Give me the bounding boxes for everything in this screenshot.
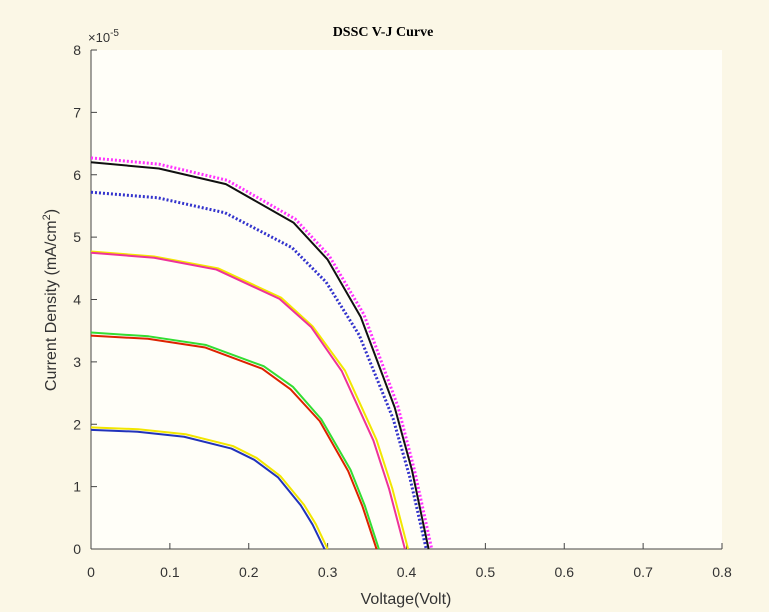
y-tick-label: 5	[73, 229, 81, 245]
x-tick-label: 0.2	[239, 564, 259, 580]
x-tick-label: 0.1	[160, 564, 180, 580]
y-tick-label: 4	[73, 292, 81, 308]
y-tick-label: 7	[73, 104, 81, 120]
y-label-text: Current Density (mA/cm	[43, 220, 60, 391]
x-tick-label: 0.3	[318, 564, 338, 580]
x-tick-label: 0.7	[633, 564, 653, 580]
series-line	[90, 334, 378, 550]
y-tick-label: 8	[73, 42, 81, 58]
x-tick-label: 0	[87, 564, 95, 580]
series-line	[90, 161, 430, 550]
x-tick-label: 0.8	[712, 564, 732, 580]
y-multiplier: ×10-5	[88, 28, 119, 45]
series-line	[90, 190, 428, 550]
x-tick-label: 0.6	[555, 564, 575, 580]
y-multiplier-exponent: -5	[110, 28, 119, 39]
x-tick-label: 0.4	[397, 564, 417, 580]
y-tick-label: 2	[73, 416, 81, 432]
y-tick-label: 0	[73, 541, 81, 557]
plot-area	[91, 50, 722, 549]
y-tick-label: 3	[73, 354, 81, 370]
series-line	[90, 428, 326, 550]
x-tick-label: 0.5	[476, 564, 496, 580]
y-tick-label: 1	[73, 479, 81, 495]
y-multiplier-base: ×10	[88, 30, 110, 45]
y-tick-label: 6	[73, 167, 81, 183]
y-label-end: )	[43, 209, 60, 214]
y-axis-label: Current Density (mA/cm2)	[41, 209, 60, 391]
series-line	[90, 426, 329, 550]
series-line	[90, 331, 380, 550]
y-label-sup: 2	[41, 214, 53, 220]
series-line	[90, 251, 406, 550]
series-line	[90, 156, 434, 550]
x-axis-label: Voltage(Volt)	[361, 591, 452, 608]
series-line	[90, 250, 410, 550]
chart-title: DSSC V-J Curve	[333, 25, 434, 40]
